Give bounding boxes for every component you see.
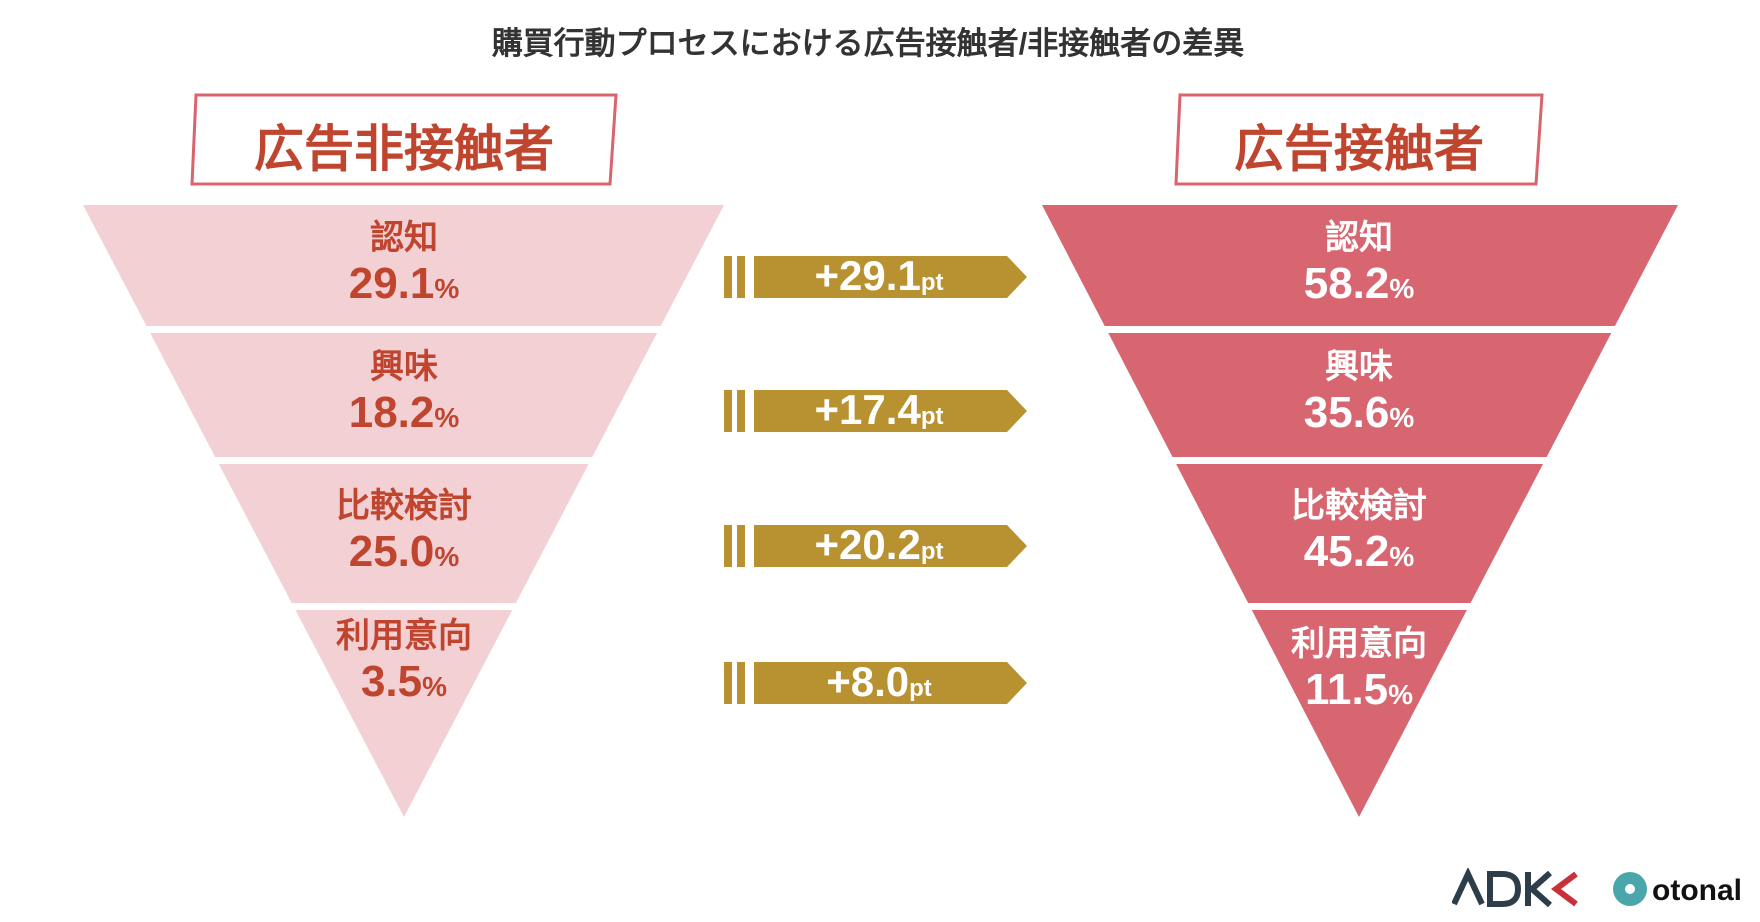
stage-value: 58.2% [1159, 258, 1559, 315]
funnel-band-non-exposed-2 [150, 333, 658, 457]
stage-name: 認知 [1325, 219, 1393, 257]
stage-value: 35.6% [1159, 387, 1559, 444]
adk-logo [1451, 866, 1582, 913]
stage-label-group: 認知 58.2% [1159, 218, 1559, 315]
value-unit: % [434, 273, 460, 304]
stage-name: 興味 [1325, 348, 1393, 386]
difference-arrow: +8.0pt [724, 659, 1027, 705]
funnel-band-non-exposed-4 [295, 610, 513, 817]
stage-name: 利用意向 [336, 617, 472, 655]
difference-arrow: +20.2pt [724, 522, 1027, 568]
value-number: 35.6 [1303, 388, 1390, 437]
stage-name: 利用意向 [1291, 625, 1427, 663]
difference-unit: pt [909, 675, 932, 702]
stage-label-group: 比較検討 45.2% [1159, 486, 1559, 583]
funnel-band-exposed-2 [1108, 333, 1612, 457]
stage-value: 3.5% [204, 656, 604, 713]
otonal-logo: otonal [1612, 868, 1757, 913]
group-header-non-exposed: 広告非接触者 [190, 93, 618, 186]
stage-value: 45.2% [1159, 526, 1559, 583]
value-number: 29.1 [348, 259, 435, 308]
group-label: 広告接触者 [1234, 121, 1484, 177]
stage-label-group: 興味 35.6% [1159, 347, 1559, 444]
stage-value: 29.1% [204, 258, 604, 315]
value-unit: % [1389, 273, 1415, 304]
stage-name: 比較検討 [336, 487, 472, 525]
stage-name: 興味 [370, 348, 438, 386]
difference-label: +29.1pt [754, 253, 1004, 306]
stage-label-group: 利用意向 3.5% [204, 616, 604, 713]
stage-label-group: 利用意向 11.5% [1159, 624, 1559, 721]
difference-label: +20.2pt [754, 522, 1004, 575]
difference-unit: pt [920, 403, 944, 430]
difference-arrow: +17.4pt [724, 387, 1027, 433]
value-number: 11.5 [1304, 665, 1389, 714]
stage-label-group: 比較検討 25.0% [204, 486, 604, 583]
value-unit: % [1388, 679, 1414, 710]
stage-value: 25.0% [204, 526, 604, 583]
stage-label-group: 興味 18.2% [204, 347, 604, 444]
value-number: 58.2 [1303, 259, 1390, 308]
funnel-band-non-exposed-1 [83, 205, 724, 326]
stage-name: 認知 [370, 219, 438, 257]
stage-value: 11.5% [1159, 664, 1559, 721]
value-unit: % [422, 671, 448, 702]
funnel-band-non-exposed-3 [218, 464, 589, 603]
funnel-band-exposed-4 [1251, 610, 1467, 817]
difference-value: +17.4 [814, 386, 921, 433]
stage-label-group: 認知 29.1% [204, 218, 604, 315]
stage-name: 比較検討 [1291, 487, 1427, 525]
value-unit: % [1389, 402, 1415, 433]
group-header-exposed: 広告接触者 [1174, 93, 1544, 186]
funnel-band-exposed-1 [1042, 205, 1678, 326]
value-number: 3.5 [360, 657, 423, 706]
difference-value: +20.2 [814, 521, 921, 568]
difference-unit: pt [920, 538, 944, 565]
value-unit: % [434, 541, 460, 572]
stage-value: 18.2% [204, 387, 604, 444]
value-number: 45.2 [1303, 527, 1390, 576]
funnel-band-exposed-3 [1176, 464, 1543, 603]
value-unit: % [434, 402, 460, 433]
difference-arrow: +29.1pt [724, 253, 1027, 299]
difference-value: +29.1 [814, 252, 921, 299]
difference-unit: pt [920, 269, 944, 296]
value-number: 18.2 [348, 388, 435, 437]
difference-label: +17.4pt [754, 387, 1004, 440]
chart-title: 購買行動プロセスにおける広告接触者/非接触者の差異 [491, 26, 1245, 61]
difference-value: +8.0 [826, 658, 910, 705]
difference-label: +8.0pt [754, 659, 1004, 712]
group-label: 広告非接触者 [254, 121, 554, 177]
value-unit: % [1389, 541, 1415, 572]
value-number: 25.0 [348, 527, 435, 576]
svg-text:otonal: otonal [1652, 874, 1742, 907]
